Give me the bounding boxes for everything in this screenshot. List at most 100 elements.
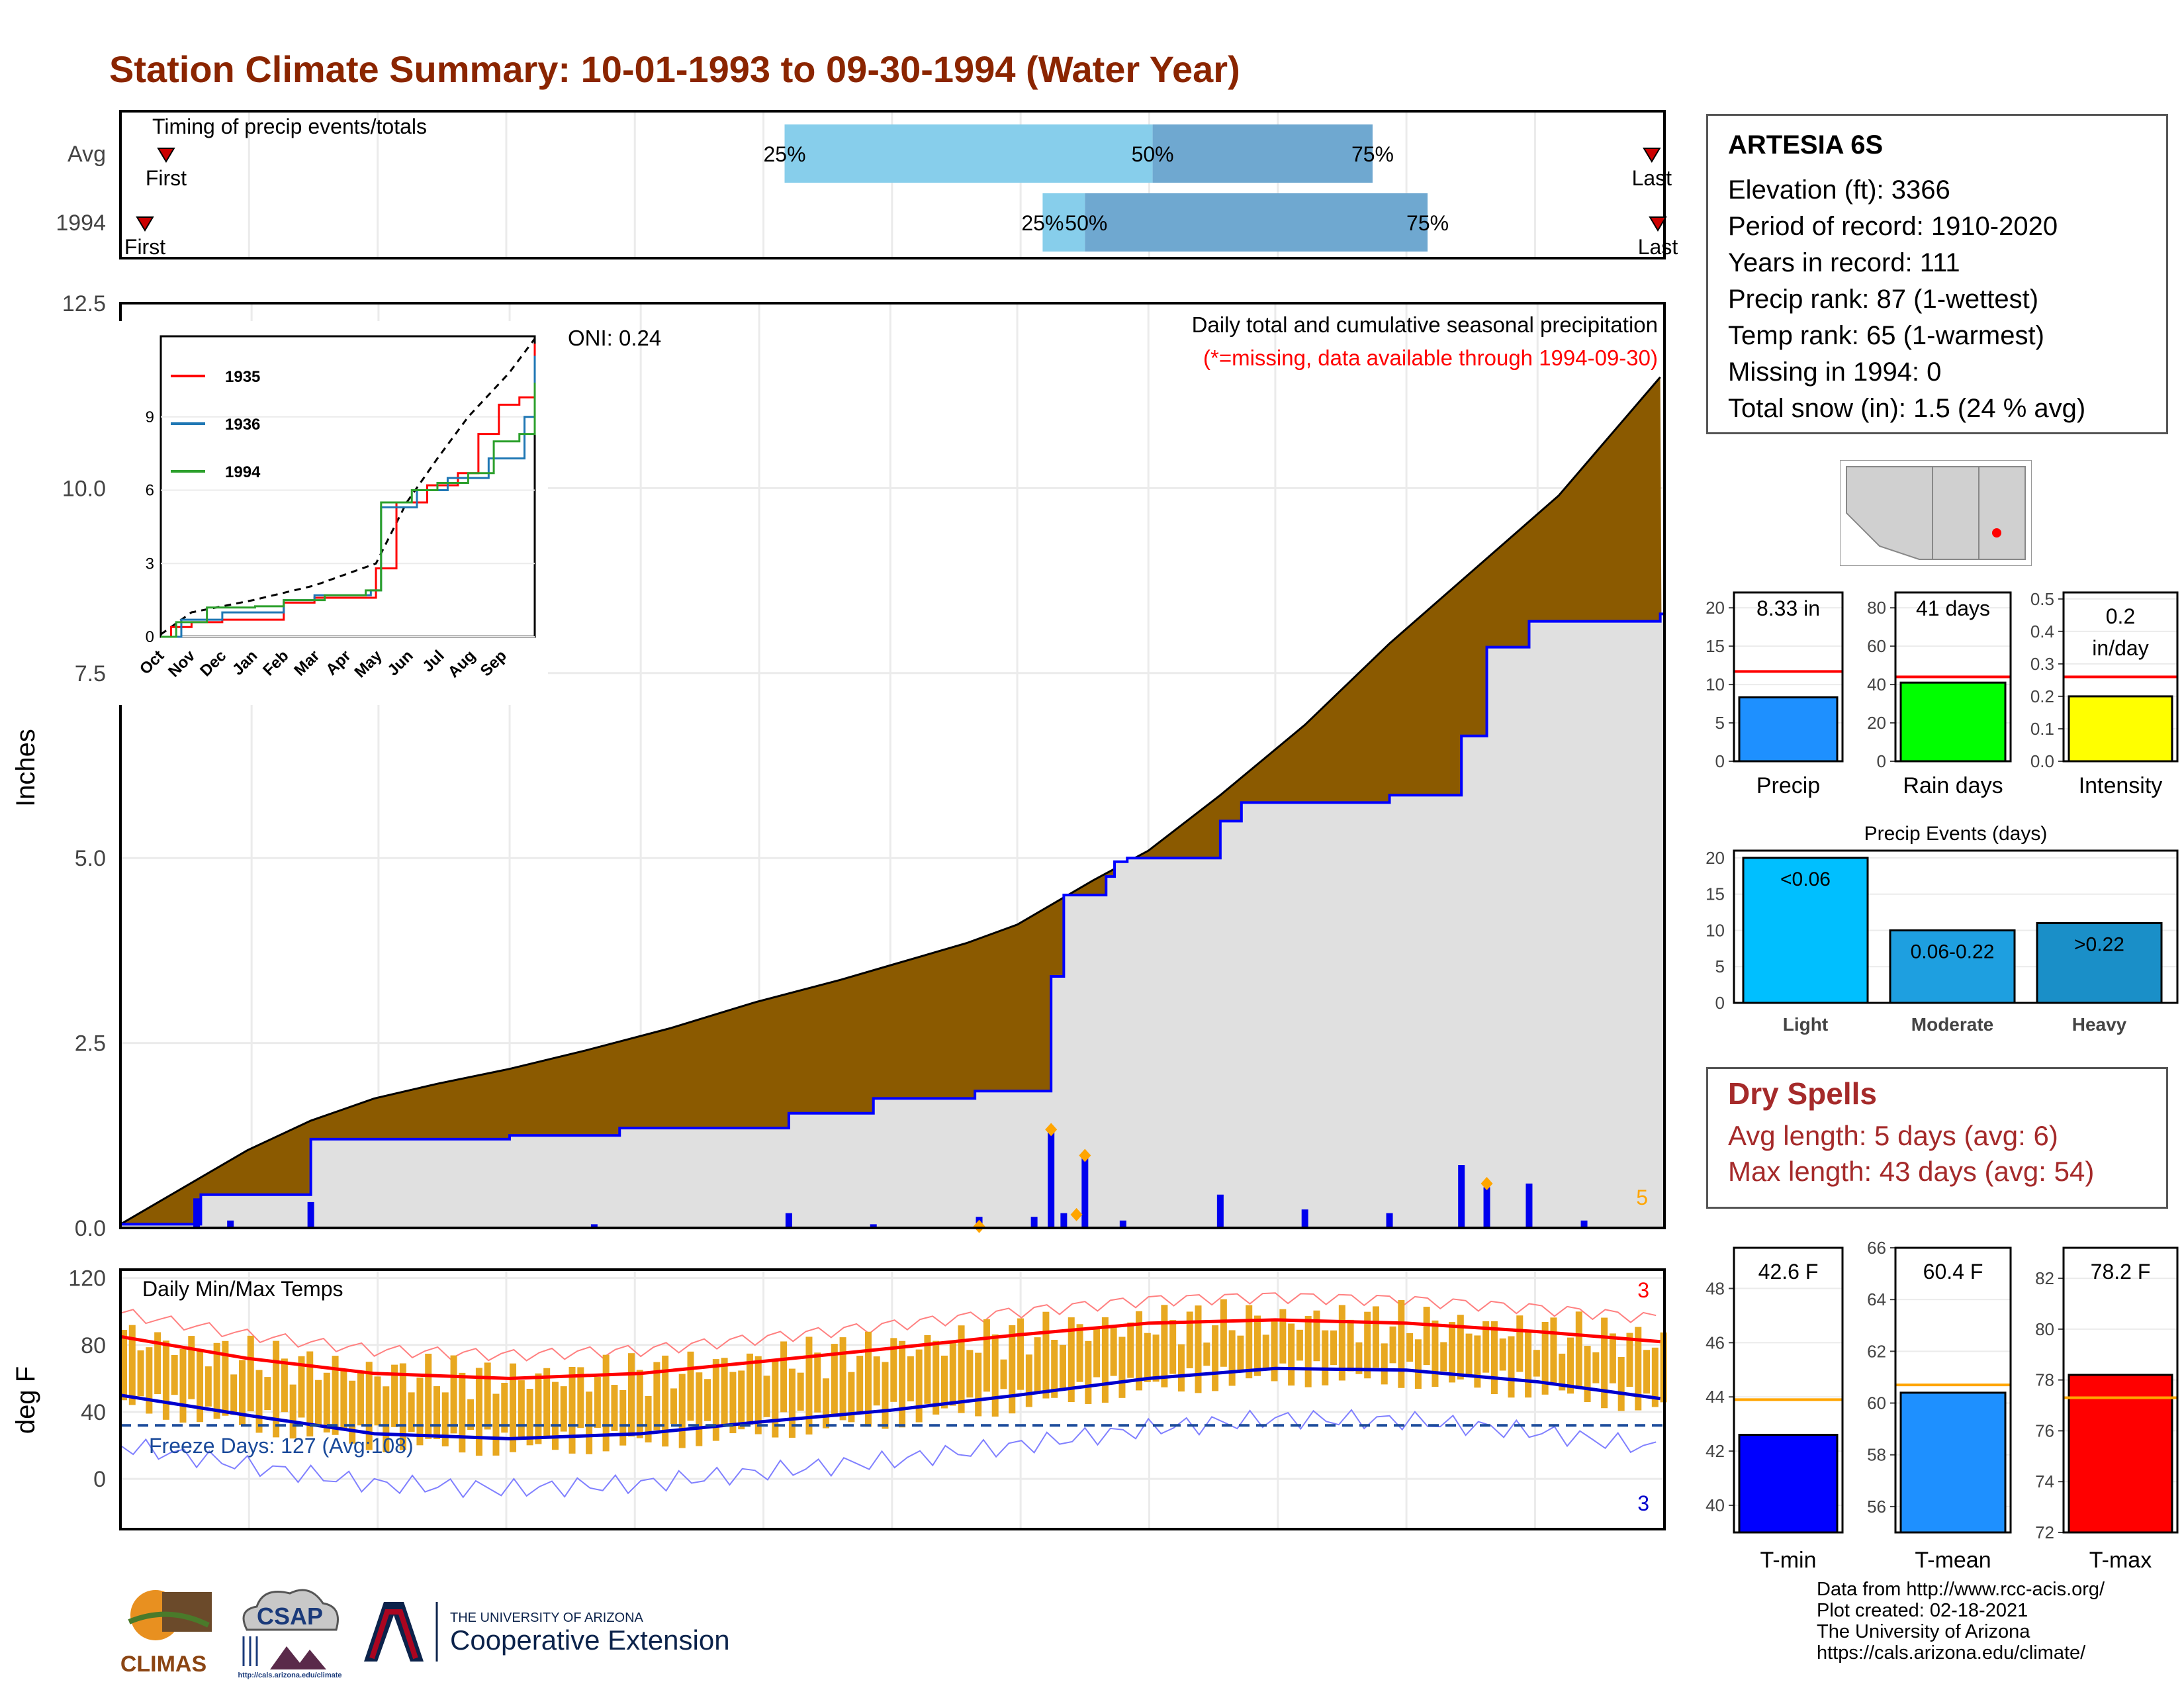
daily-temp-bar xyxy=(1228,1330,1236,1386)
daily-precip-bar xyxy=(1301,1209,1308,1228)
precip-ylabel: Inches xyxy=(11,729,40,807)
daily-temp-bar xyxy=(1246,1305,1253,1379)
daily-temp-bar xyxy=(890,1338,897,1402)
daily-temp-bar xyxy=(323,1372,330,1432)
inset-series-line-1994 xyxy=(161,383,536,638)
daily-temp-bar xyxy=(619,1389,627,1446)
daily-precip-bar xyxy=(307,1201,314,1228)
timing-row-label: Avg xyxy=(68,142,106,167)
daily-temp-bar xyxy=(1559,1353,1566,1391)
daily-temp-bar xyxy=(1177,1344,1185,1392)
daily-temp-bar xyxy=(543,1368,551,1438)
daily-temp-bar xyxy=(1059,1344,1066,1390)
pev-category-label: Moderate xyxy=(1911,1014,1993,1035)
tsum-ytick-label: 76 xyxy=(2035,1421,2054,1440)
tsum-category-label: T-min xyxy=(1760,1548,1817,1573)
daily-precip-bar xyxy=(1119,1220,1126,1228)
daily-temp-bar xyxy=(1051,1340,1058,1398)
inset-ytick-label: 9 xyxy=(146,408,154,426)
daily-temp-bar xyxy=(966,1350,974,1398)
inset-legend-label: 1936 xyxy=(225,416,260,434)
daily-temp-bar xyxy=(357,1370,364,1426)
daily-temp-bar xyxy=(788,1368,796,1438)
daily-temp-bar xyxy=(645,1395,652,1443)
precip-chart: 0.0 2.5 5.0 7.5 10.0 12.5 Daily total and cumu… xyxy=(11,291,1666,1241)
tsum-ytick-label: 40 xyxy=(1706,1495,1725,1515)
psum-value-label: 41 days xyxy=(1916,596,1990,620)
daily-temp-bar xyxy=(1355,1342,1363,1374)
daily-temp-bar xyxy=(281,1358,288,1413)
tsum-ytick-label: 42 xyxy=(1706,1441,1725,1461)
daily-temp-bar xyxy=(712,1359,719,1441)
daily-temp-bar xyxy=(340,1369,347,1429)
inset-legend-label: 1994 xyxy=(225,463,261,481)
daily-temp-bar xyxy=(1068,1317,1075,1402)
daily-temp-bar xyxy=(1322,1330,1329,1385)
psum-ytick-label: 80 xyxy=(1867,598,1886,618)
tsum-bar-0 xyxy=(1738,1434,1839,1534)
daily-temp-bar xyxy=(535,1373,542,1444)
daily-temp-bar xyxy=(551,1382,559,1450)
psum-ytick-label: 0 xyxy=(1877,751,1886,771)
daily-temp-bar xyxy=(492,1393,500,1456)
daily-temp-bar xyxy=(823,1378,830,1429)
daily-temp-bar xyxy=(1118,1336,1126,1398)
daily-temp-bar xyxy=(577,1367,584,1429)
daily-precip-bar xyxy=(1081,1157,1089,1228)
daily-temp-bar xyxy=(197,1350,204,1423)
daily-temp-bar xyxy=(1338,1305,1345,1381)
tsum-bar-1 xyxy=(1899,1391,2007,1534)
psum-ytick-label: 15 xyxy=(1706,636,1725,656)
daily-record-marker xyxy=(1045,1123,1058,1137)
daily-temp-bar xyxy=(915,1349,923,1423)
daily-temp-bar xyxy=(1499,1338,1506,1371)
daily-temp-bar xyxy=(162,1340,169,1420)
pev-frame xyxy=(1733,849,2179,1004)
timing-row-label: 1994 xyxy=(56,211,106,236)
tsum-value-label: 60.4 F xyxy=(1923,1260,1983,1284)
daily-temp-bar xyxy=(1186,1311,1193,1369)
daily-temp-bar xyxy=(628,1353,635,1437)
daily-temp-bar xyxy=(1101,1317,1109,1403)
psum-category-label: Precip xyxy=(1756,773,1820,798)
temp-frame xyxy=(119,1268,1666,1530)
station-period: Period of record: 1910-2020 xyxy=(1728,212,2058,241)
csap-text: CSAP xyxy=(257,1603,323,1630)
climas-text: CLIMAS xyxy=(120,1652,206,1677)
daily-temp-bar xyxy=(907,1356,914,1401)
tsum-ytick-label: 48 xyxy=(1706,1278,1725,1298)
psum-ytick-label: 60 xyxy=(1867,636,1886,656)
daily-temp-bar xyxy=(1372,1306,1379,1368)
daily-temp-bar xyxy=(949,1341,956,1406)
daily-temp-bar xyxy=(687,1351,694,1421)
tsum-value-label: 78.2 F xyxy=(2091,1260,2151,1284)
daily-temp-bar xyxy=(1465,1333,1473,1378)
temp-avg-min-line xyxy=(120,1366,1661,1440)
daily-temp-bar xyxy=(696,1372,703,1446)
psum-category-label: Rain days xyxy=(1903,773,2003,798)
daily-temp-bar xyxy=(1279,1309,1287,1364)
pev-bar-label: <0.06 xyxy=(1780,868,1831,890)
station-temp-rank: Temp rank: 65 (1-warmest) xyxy=(1728,321,2044,350)
timing-p50-label: 50% xyxy=(1132,142,1174,166)
temp-ytick-label: 120 xyxy=(68,1266,106,1291)
daily-temp-bar xyxy=(1136,1311,1143,1391)
daily-temp-bar xyxy=(569,1366,576,1454)
timing-bar-q50-q75 xyxy=(1152,124,1373,183)
psum-ytick-label: 0.5 xyxy=(2030,589,2054,609)
timing-last-marker xyxy=(1643,148,1661,163)
daily-temp-bar xyxy=(1347,1319,1354,1372)
daily-temp-bar xyxy=(1262,1335,1269,1370)
daily-temp-bar xyxy=(255,1370,263,1433)
daily-temp-bar xyxy=(1127,1322,1134,1378)
daily-temp-bar xyxy=(306,1351,314,1436)
daily-temp-bar xyxy=(602,1354,610,1452)
precip-ytick-label: 12.5 xyxy=(62,291,106,316)
daily-temp-bar xyxy=(882,1362,889,1429)
station-snow: Total snow (in): 1.5 (24 % avg) xyxy=(1728,394,2086,423)
daily-temp-bar xyxy=(678,1374,686,1448)
daily-precip-bar xyxy=(870,1224,877,1228)
daily-temp-bar xyxy=(501,1382,508,1433)
psum-frame xyxy=(1894,591,2012,763)
daily-precip-bar xyxy=(785,1213,792,1228)
